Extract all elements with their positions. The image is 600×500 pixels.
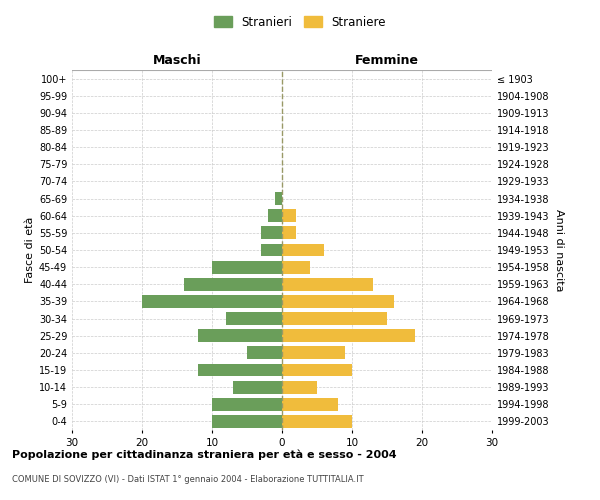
Bar bbox=[282, 244, 324, 256]
Bar bbox=[268, 210, 282, 222]
Y-axis label: Anni di nascita: Anni di nascita bbox=[554, 209, 564, 291]
Bar bbox=[282, 330, 415, 342]
Bar bbox=[282, 260, 310, 274]
Bar bbox=[247, 346, 282, 360]
Bar bbox=[282, 398, 338, 410]
Bar bbox=[261, 244, 282, 256]
Bar bbox=[261, 226, 282, 239]
Bar bbox=[282, 312, 387, 325]
Bar bbox=[212, 398, 282, 410]
Bar bbox=[275, 192, 282, 205]
Text: COMUNE DI SOVIZZO (VI) - Dati ISTAT 1° gennaio 2004 - Elaborazione TUTTITALIA.IT: COMUNE DI SOVIZZO (VI) - Dati ISTAT 1° g… bbox=[12, 475, 364, 484]
Bar bbox=[226, 312, 282, 325]
Text: Popolazione per cittadinanza straniera per età e sesso - 2004: Popolazione per cittadinanza straniera p… bbox=[12, 450, 397, 460]
Text: Maschi: Maschi bbox=[152, 54, 202, 66]
Bar bbox=[212, 260, 282, 274]
Bar bbox=[142, 295, 282, 308]
Bar bbox=[198, 330, 282, 342]
Bar bbox=[282, 415, 352, 428]
Bar bbox=[233, 380, 282, 394]
Y-axis label: Fasce di età: Fasce di età bbox=[25, 217, 35, 283]
Bar bbox=[282, 346, 345, 360]
Bar bbox=[212, 415, 282, 428]
Bar bbox=[184, 278, 282, 290]
Legend: Stranieri, Straniere: Stranieri, Straniere bbox=[209, 11, 391, 34]
Bar bbox=[282, 210, 296, 222]
Text: Femmine: Femmine bbox=[355, 54, 419, 66]
Bar bbox=[282, 295, 394, 308]
Bar bbox=[198, 364, 282, 376]
Bar bbox=[282, 380, 317, 394]
Bar bbox=[282, 278, 373, 290]
Bar bbox=[282, 226, 296, 239]
Bar bbox=[282, 364, 352, 376]
